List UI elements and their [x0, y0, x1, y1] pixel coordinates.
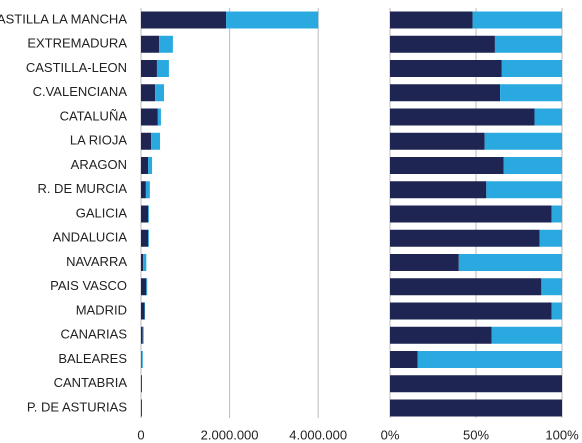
bar-segment: [148, 157, 153, 174]
bar-segment: [146, 278, 148, 296]
bar-segment: [390, 351, 418, 368]
bar-segment: [151, 132, 161, 150]
bar-segment: [390, 157, 504, 174]
bar-segment: [494, 35, 562, 53]
bar-segment: [390, 11, 473, 29]
x-tick-label: 4.000.000: [289, 427, 347, 442]
category-label: PAIS VASCO: [50, 278, 127, 293]
category-label: CASTILLA LA MANCHA: [0, 11, 127, 26]
bar-segment: [551, 302, 562, 320]
bar-segment: [141, 302, 145, 320]
category-label: CASTILLA-LEON: [26, 60, 127, 75]
x-tick-label: 100%: [545, 427, 579, 442]
category-label: P. DE ASTURIAS: [27, 399, 128, 414]
bar-segment: [141, 35, 160, 53]
bar-segment: [484, 132, 562, 150]
bar-segment: [390, 181, 487, 199]
bar-segment: [141, 108, 158, 126]
bar-segment: [155, 84, 165, 102]
bar-segment: [390, 108, 535, 126]
bar-segment: [141, 11, 227, 29]
category-label: EXTREMADURA: [27, 36, 127, 51]
category-label: ANDALUCIA: [53, 230, 128, 245]
bar-segment: [390, 205, 552, 223]
bar-segment: [141, 278, 147, 296]
x-tick-label: 0%: [381, 427, 400, 442]
bar-segment: [551, 205, 562, 223]
bar-segment: [390, 326, 492, 344]
category-label: LA RIOJA: [70, 133, 127, 148]
category-label: ARAGON: [71, 157, 127, 172]
bar-segment: [159, 35, 173, 53]
bar-segment: [141, 205, 149, 223]
bar-segment: [141, 84, 156, 102]
bar-segment: [141, 254, 144, 271]
bar-segment: [148, 229, 149, 247]
bar-segment: [390, 302, 552, 320]
bar-segment: [141, 229, 149, 247]
bar-segment: [390, 254, 459, 271]
bar-segment: [145, 181, 150, 199]
bar-segment: [390, 278, 542, 296]
x-tick-label: 2.000.000: [201, 427, 259, 442]
category-label: CANTABRIA: [54, 375, 128, 390]
bar-segment: [157, 108, 161, 126]
bar-segment: [390, 132, 485, 150]
bar-segment: [390, 375, 562, 393]
x-tick-label: 50%: [463, 427, 489, 442]
bar-segment: [539, 229, 562, 247]
category-label: C.VALENCIANA: [33, 84, 128, 99]
bar-segment: [417, 351, 562, 368]
bar-segment: [141, 60, 157, 77]
bar-segment: [156, 60, 169, 77]
x-tick-label: 0: [137, 427, 144, 442]
bar-segment: [141, 351, 143, 368]
bar-segment: [390, 399, 562, 417]
bar-segment: [141, 399, 142, 417]
bar-segment: [141, 181, 146, 199]
category-label: CATALUÑA: [60, 108, 128, 123]
bar-segment: [491, 326, 562, 344]
bar-segment: [226, 11, 319, 29]
bar-segment: [500, 84, 562, 102]
bar-segment: [390, 229, 540, 247]
category-label: GALICIA: [76, 205, 128, 220]
category-label: CANARIAS: [61, 327, 128, 342]
bar-segment: [501, 60, 562, 77]
bar-segment: [141, 326, 143, 344]
bar-segment: [486, 181, 562, 199]
category-label: BALEARES: [58, 351, 127, 366]
bar-segment: [534, 108, 562, 126]
bar-segment: [142, 326, 144, 344]
bar-segment: [141, 375, 142, 393]
bar-segment: [141, 157, 149, 174]
bar-segment: [143, 254, 147, 271]
bar-segment: [541, 278, 562, 296]
category-label: NAVARRA: [66, 254, 127, 269]
category-label: R. DE MURCIA: [37, 181, 127, 196]
category-label: MADRID: [76, 302, 127, 317]
bar-segment: [503, 157, 562, 174]
bar-segment: [458, 254, 562, 271]
bar-segment: [390, 84, 501, 102]
bar-segment: [390, 60, 502, 77]
bar-segment: [141, 132, 152, 150]
bar-segment: [390, 35, 495, 53]
bar-segment: [472, 11, 562, 29]
bar-segment: [148, 205, 149, 223]
